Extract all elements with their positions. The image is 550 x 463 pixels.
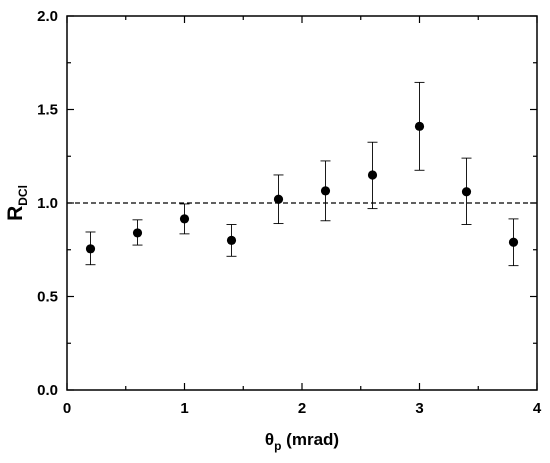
y-tick-label: 2.0 [37,8,58,25]
y-axis-symbol: R [4,206,27,221]
error-bars [85,81,519,267]
x-tick-label: 4 [533,400,542,417]
data-point [367,170,378,180]
data-point [414,121,425,131]
x-axis-label: θp (mrad) [265,430,339,453]
x-axis-unit: (mrad) [281,430,339,449]
tick-labels: 0 1 2 3 4 0.0 0.5 1.0 1.5 2.0 [37,8,542,417]
y-tick-label: 0.5 [37,289,58,306]
data-point [273,194,284,204]
data-point [132,228,143,238]
data-points [85,121,519,254]
plot-frame [66,15,538,391]
y-tick-label: 1.5 [37,102,58,119]
y-tick-label: 1.0 [37,195,58,212]
x-tick-label: 2 [298,400,306,417]
data-point [226,235,237,245]
x-tick-label: 0 [63,400,71,417]
data-point [461,187,472,197]
x-axis-symbol: θ [265,430,274,449]
data-point [179,214,190,224]
data-point [85,244,96,254]
x-tick-label: 1 [180,400,188,417]
x-tick-label: 3 [415,400,423,417]
y-axis-label: RDCl [4,185,30,221]
data-point [508,237,519,247]
y-axis-subscript: DCl [16,185,30,206]
y-tick-label: 0.0 [37,382,58,399]
data-point [320,186,331,196]
x-axis-subscript: p [274,439,281,453]
